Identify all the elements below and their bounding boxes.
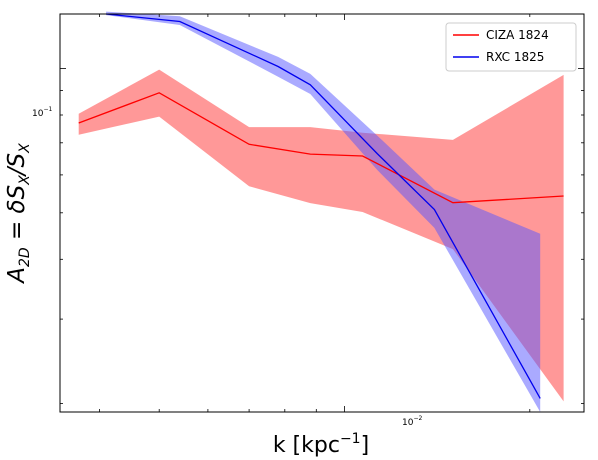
legend-label-ciza-1824: CIZA 1824 xyxy=(486,28,549,42)
legend: CIZA 1824 RXC 1825 xyxy=(445,22,577,72)
error-band-rxc-1825 xyxy=(106,11,541,412)
svg-text:A2D = δSX/SX: A2D = δSX/SX xyxy=(4,143,33,285)
error-band-ciza-1824 xyxy=(78,69,564,402)
x-tick-label: 10−2 xyxy=(402,415,422,428)
legend-label-rxc-1825: RXC 1825 xyxy=(486,50,544,64)
svg-text:10−2: 10−2 xyxy=(402,415,422,428)
plot-frame xyxy=(59,13,585,413)
y-tick-label: 10−1 xyxy=(32,106,52,119)
y-axis-label: A2D = δSX/SX xyxy=(4,143,33,285)
svg-text:10−1: 10−1 xyxy=(32,106,52,119)
series-line-ciza-1824 xyxy=(78,92,564,204)
x-axis-label: k [kpc−1] xyxy=(273,431,369,458)
series-line-rxc-1825 xyxy=(106,13,541,399)
series-lines xyxy=(78,13,564,399)
svg-text:k [kpc−1]: k [kpc−1] xyxy=(273,431,369,458)
error-bands xyxy=(78,11,564,412)
